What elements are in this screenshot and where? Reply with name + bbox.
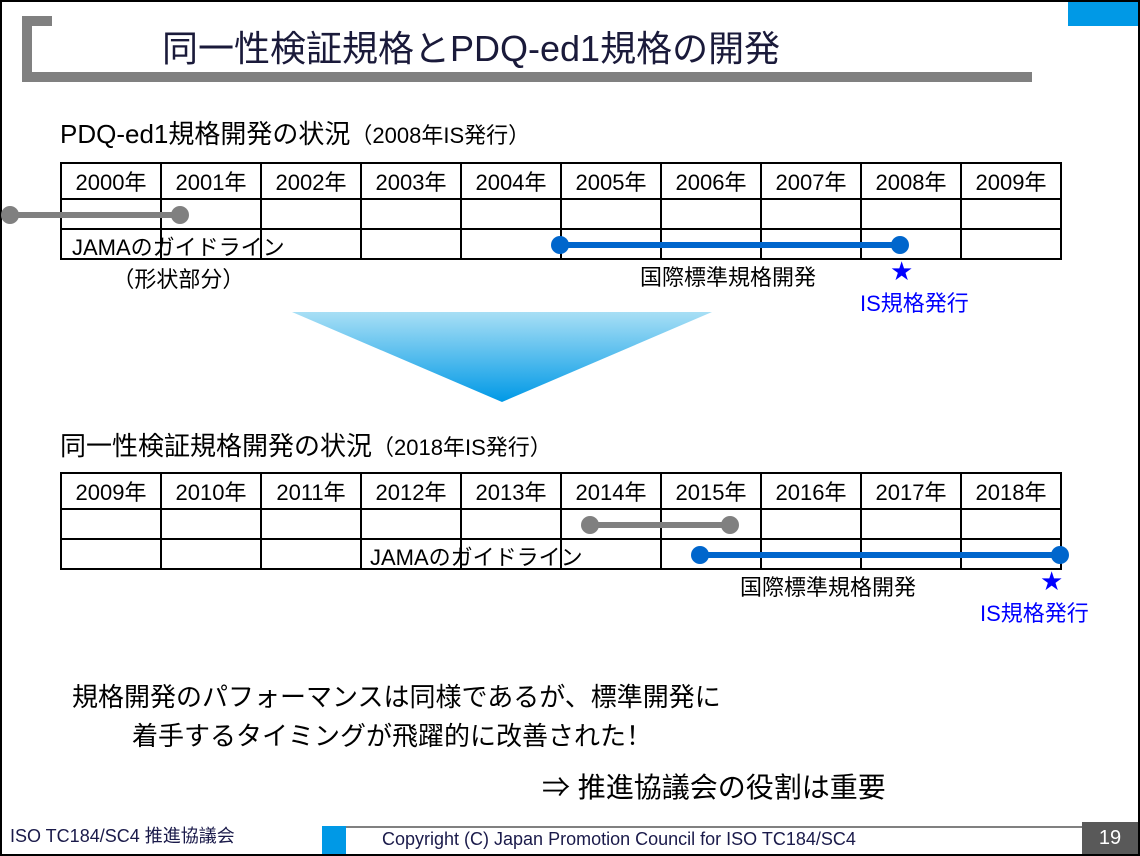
year-cell: 2000年 — [61, 163, 161, 199]
year-cell: 2013年 — [461, 473, 561, 509]
section1-gray-label-l1: JAMAのガイドライン — [72, 235, 285, 260]
year-cell: 2016年 — [761, 473, 861, 509]
slide: 同一性検証規格とPDQ-ed1規格の開発 PDQ-ed1規格開発の状況（2008… — [2, 2, 1138, 854]
year-cell: 2017年 — [861, 473, 961, 509]
section2-gray-dot-right — [721, 516, 739, 534]
year-cell: 2004年 — [461, 163, 561, 199]
section1-gray-dot-right — [171, 206, 189, 224]
table1-year-row: 2000年2001年2002年2003年2004年2005年2006年2007年… — [61, 163, 1061, 199]
section1-blue-bar — [560, 242, 900, 248]
year-cell: 2009年 — [961, 163, 1061, 199]
footer-blue-accent — [322, 826, 346, 854]
section1-star-icon: ★ — [890, 258, 913, 284]
conclusion-text: ⇒ 推進協議会の役割は重要 — [542, 766, 886, 806]
year-cell: 2012年 — [361, 473, 461, 509]
section1-subtitle-main: PDQ-ed1規格開発の状況 — [60, 119, 350, 149]
year-cell: 2014年 — [561, 473, 661, 509]
section2-gray-label: JAMAのガイドライン — [370, 540, 583, 572]
section2-gray-dot-left — [581, 516, 599, 534]
section1-subtitle-paren: （2008年IS発行） — [350, 123, 530, 148]
footer: ISO TC184/SC4 推進協議会 Copyright (C) Japan … — [2, 820, 1138, 854]
year-cell: 2001年 — [161, 163, 261, 199]
section2-subtitle-paren: （2018年IS発行） — [372, 435, 552, 460]
body-text-line2: 着手するタイミングが飛躍的に改善された！ — [72, 721, 652, 751]
section1-gray-bar — [10, 212, 180, 218]
bracket-bottom-bar — [46, 72, 1032, 82]
year-cell: 2011年 — [261, 473, 361, 509]
year-cell: 2015年 — [661, 473, 761, 509]
year-cell: 2005年 — [561, 163, 661, 199]
year-cell: 2006年 — [661, 163, 761, 199]
corner-accent — [1068, 2, 1138, 26]
section1-star-label: IS規格発行 — [860, 286, 969, 318]
section2-gray-bar — [590, 522, 730, 528]
year-cell: 2018年 — [961, 473, 1061, 509]
footer-copyright: Copyright (C) Japan Promotion Council fo… — [382, 829, 856, 850]
year-cell: 2007年 — [761, 163, 861, 199]
year-cell: 2003年 — [361, 163, 461, 199]
table2-row2 — [61, 509, 1061, 539]
body-text: 規格開発のパフォーマンスは同様であるが、標準開発に 着手するタイミングが飛躍的に… — [72, 678, 721, 756]
year-cell: 2008年 — [861, 163, 961, 199]
section2-subtitle-main: 同一性検証規格開発の状況 — [60, 431, 372, 461]
section2-star-icon: ★ — [1040, 568, 1063, 594]
section1-blue-dot-right — [891, 236, 909, 254]
section1-gray-label: JAMAのガイドライン （形状部分） — [72, 230, 285, 294]
year-cell: 2002年 — [261, 163, 361, 199]
section2-blue-bar — [700, 552, 1060, 558]
section2-blue-dot-right — [1051, 546, 1069, 564]
footer-page-number: 19 — [1082, 822, 1138, 854]
section1-blue-label: 国際標準規格開発 — [640, 260, 816, 292]
year-cell: 2010年 — [161, 473, 261, 509]
section1-subtitle: PDQ-ed1規格開発の状況（2008年IS発行） — [60, 114, 530, 151]
section2-star-label: IS規格発行 — [980, 596, 1089, 628]
footer-left-text: ISO TC184/SC4 推進協議会 — [10, 822, 235, 848]
footer-divider — [346, 826, 1082, 828]
section1-blue-dot-left — [551, 236, 569, 254]
section1-gray-label-l2: （形状部分） — [112, 267, 244, 292]
section2-blue-label: 国際標準規格開発 — [740, 570, 916, 602]
slide-title: 同一性検証規格とPDQ-ed1規格の開発 — [162, 20, 780, 72]
section1-gray-dot-left — [1, 206, 19, 224]
body-text-line1: 規格開発のパフォーマンスは同様であるが、標準開発に — [72, 682, 721, 712]
section2-blue-dot-left — [691, 546, 709, 564]
year-cell: 2009年 — [61, 473, 161, 509]
table2-year-row: 2009年2010年2011年2012年2013年2014年2015年2016年… — [61, 473, 1061, 509]
section2-subtitle: 同一性検証規格開発の状況（2018年IS発行） — [60, 426, 552, 463]
down-arrow-icon — [292, 312, 712, 402]
table1-row2 — [61, 199, 1061, 229]
